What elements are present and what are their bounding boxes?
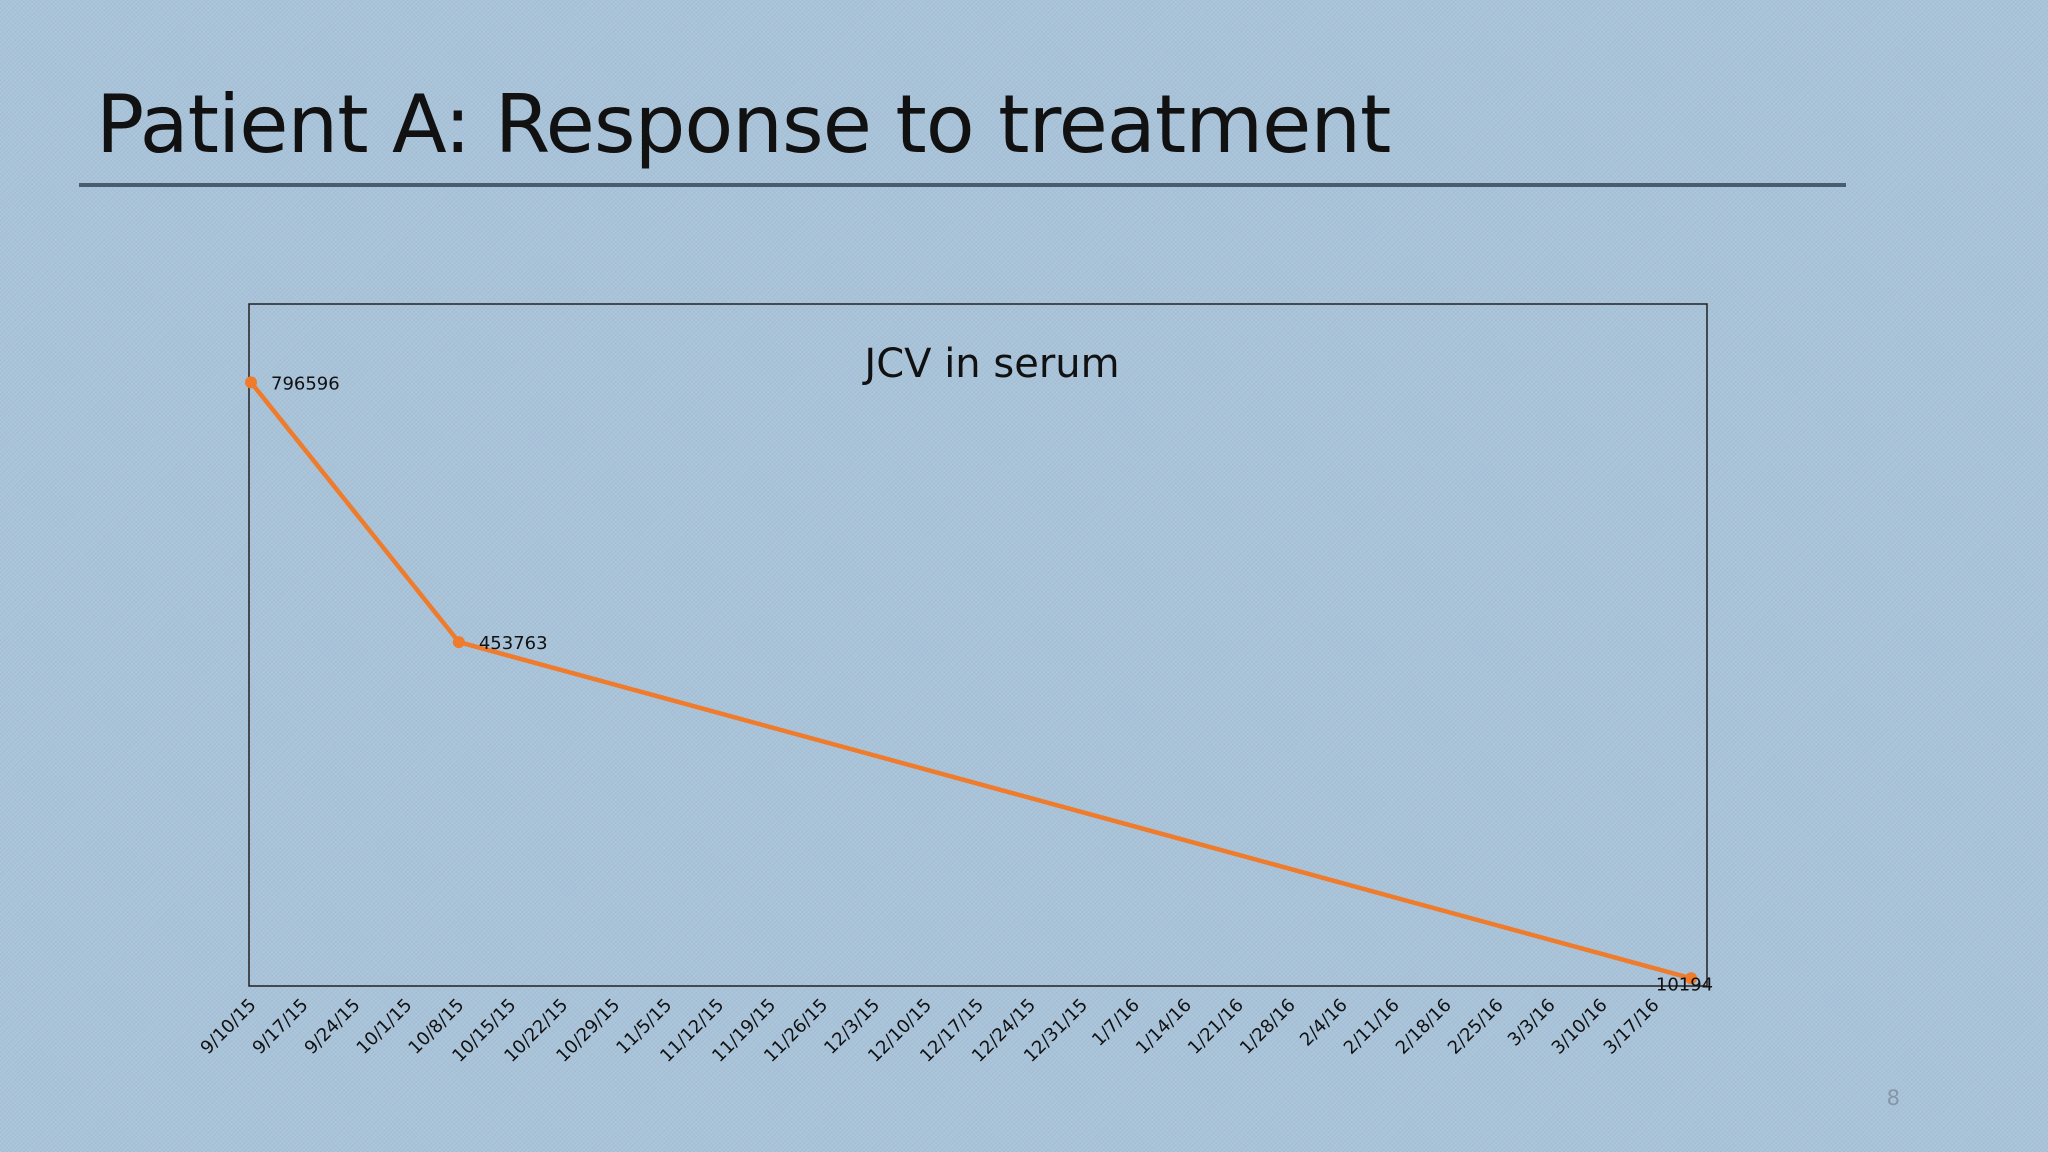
data-labels: 796596 453763 10194 bbox=[271, 373, 1713, 995]
x-tick-label: 1/14/16 bbox=[1132, 995, 1196, 1059]
data-point bbox=[1685, 972, 1698, 985]
chart-frame bbox=[248, 303, 1708, 987]
x-tick-label: 1/28/16 bbox=[1236, 995, 1300, 1059]
data-point bbox=[245, 376, 257, 389]
series-line bbox=[249, 380, 1692, 981]
x-axis-ticks: 9/10/159/17/159/24/1510/1/1510/8/1510/15… bbox=[197, 995, 1664, 1067]
data-label: 10194 bbox=[1656, 974, 1713, 995]
x-tick-label: 3/17/16 bbox=[1600, 995, 1664, 1059]
x-tick-label: 2/11/16 bbox=[1340, 995, 1404, 1059]
x-tick-label: 2/18/16 bbox=[1392, 995, 1456, 1059]
chart-title: JCV in serum bbox=[861, 341, 1119, 387]
page-number: 8 bbox=[1886, 1086, 1900, 1110]
x-tick-label: 9/17/15 bbox=[249, 995, 313, 1059]
slide-title: Patient A: Response to treatment bbox=[96, 78, 1391, 171]
series-layer bbox=[245, 376, 1698, 985]
data-label: 796596 bbox=[271, 373, 340, 394]
x-tick-label: 9/10/15 bbox=[197, 995, 261, 1059]
x-tick-label: 1/21/16 bbox=[1184, 995, 1248, 1059]
data-label: 453763 bbox=[479, 633, 548, 654]
x-tick-label: 3/10/16 bbox=[1548, 995, 1612, 1059]
x-tick-label: 2/25/16 bbox=[1444, 995, 1508, 1059]
x-tick-label: 9/24/15 bbox=[301, 995, 365, 1059]
data-point bbox=[452, 636, 465, 649]
x-tick-label: 10/1/15 bbox=[353, 995, 417, 1059]
title-divider bbox=[79, 183, 1846, 187]
